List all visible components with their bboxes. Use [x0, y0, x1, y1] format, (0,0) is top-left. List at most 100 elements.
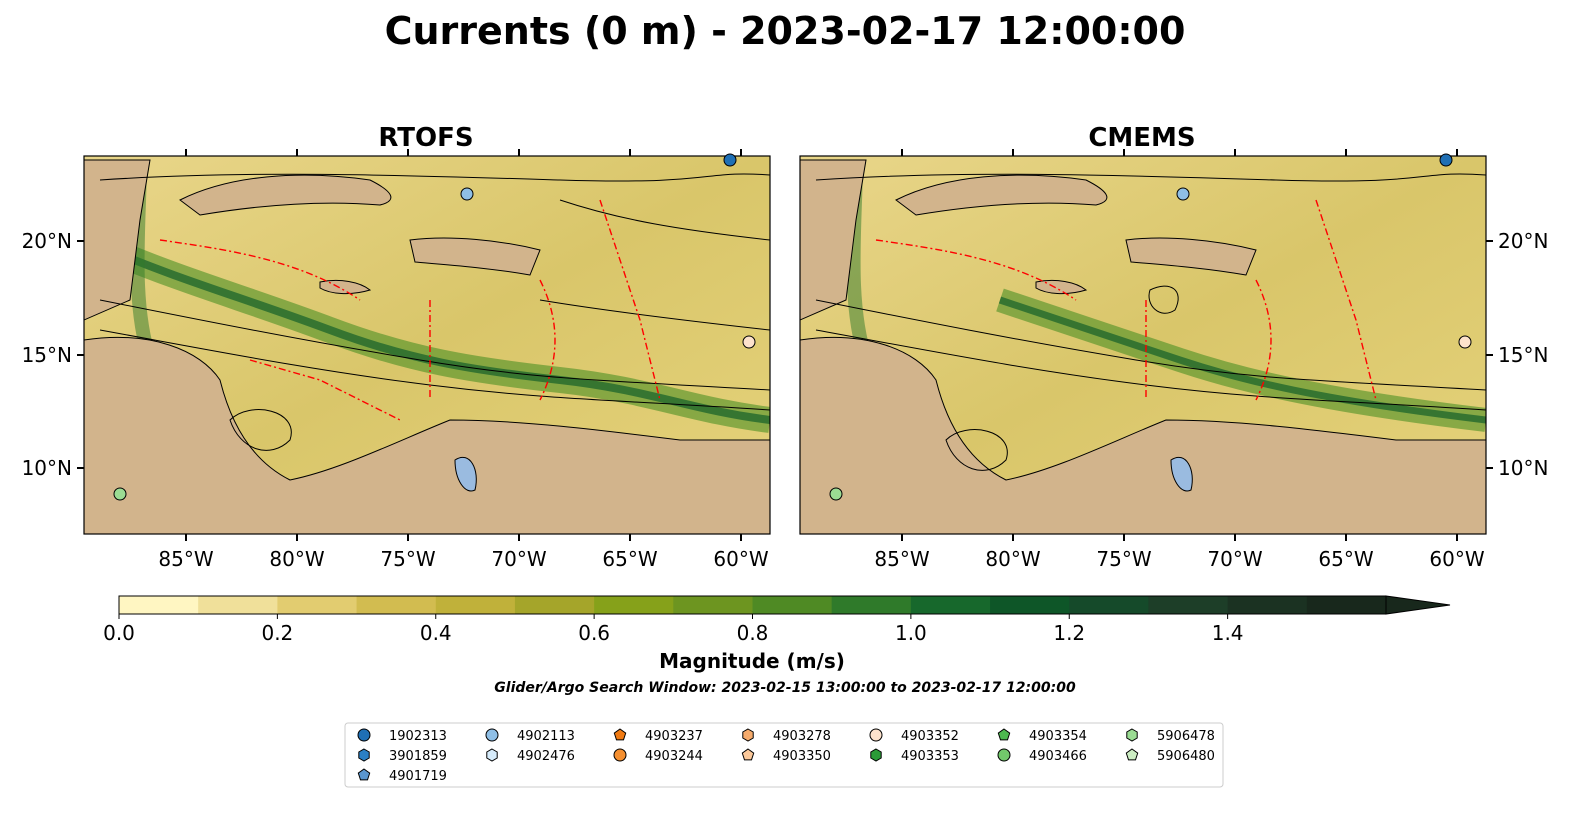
colorbar-segment — [514, 596, 595, 614]
lat-tick-label: 15°N — [22, 343, 72, 367]
lon-tick-label: 70°W — [491, 547, 546, 571]
colorbar-tick-label: 0.8 — [737, 621, 769, 645]
marker-1902313 — [1439, 153, 1453, 167]
map-panel-rtofs: RTOFS — [83, 123, 771, 535]
legend-label: 5906478 — [1157, 729, 1215, 744]
legend-label: 4903354 — [1029, 729, 1087, 744]
land-jamaica — [1035, 279, 1088, 295]
legend-label: 3901859 — [389, 749, 447, 764]
colorbar-extend-arrow — [1385, 595, 1451, 615]
legend-marker — [870, 748, 882, 762]
lat-tick-label: 15°N — [1498, 343, 1548, 367]
legend-marker — [742, 728, 754, 742]
legend-label: 4903466 — [1029, 749, 1087, 764]
land-jamaica — [319, 279, 372, 295]
colorbar-tick-label: 1.0 — [895, 621, 927, 645]
lon-tick-label: 75°W — [1096, 547, 1151, 571]
marker-4902113 — [1176, 187, 1190, 201]
colorbar-tick-label: 0.0 — [103, 621, 135, 645]
legend-label: 4903353 — [901, 749, 959, 764]
land-cuba — [179, 174, 392, 216]
land-yucatan — [800, 159, 867, 321]
panel-frame-rtofs — [83, 155, 771, 535]
legend: 1902313 3901859 4901719 4902113 4902476 49032… — [357, 728, 1215, 784]
colorbar-segment — [356, 596, 437, 614]
figure-title: Currents (0 m) - 2023-02-17 12:00:00 — [385, 9, 1186, 53]
current-core — [108, 246, 770, 424]
lon-tick-label: 85°W — [874, 547, 929, 571]
legend-marker — [357, 768, 371, 781]
colorbar-segment — [119, 596, 199, 614]
search-window-text: Glider/Argo Search Window: 2023-02-15 13… — [494, 680, 1076, 696]
marker-4903352 — [742, 335, 756, 349]
land-south-america — [800, 336, 1486, 534]
longitude-ticks: 85°W 80°W 75°W 70°W 65°W 60°W 85°W 80°W 75°W 70°W… — [158, 149, 1485, 571]
colorbar-segment — [752, 596, 833, 614]
colorbar-segment — [1069, 596, 1149, 614]
lat-tick-label: 10°N — [22, 456, 72, 480]
colorbar-segment — [1306, 596, 1387, 614]
legend-marker — [741, 748, 755, 761]
legend-label: 4903237 — [645, 729, 703, 744]
lat-tick-label: 20°N — [1498, 229, 1548, 253]
streamlines — [99, 173, 770, 451]
legend-label: 4903352 — [901, 729, 959, 744]
colorbar-tick-label: 0.2 — [261, 621, 293, 645]
land-south-america — [84, 336, 770, 534]
lon-tick-label: 80°W — [985, 547, 1040, 571]
legend-marker — [357, 728, 371, 742]
lake-maracaibo — [1170, 457, 1193, 492]
panel-title-cmems: CMEMS — [1088, 123, 1195, 153]
lon-tick-label: 65°W — [602, 547, 657, 571]
legend-label: 4902113 — [517, 729, 575, 744]
land-cuba — [895, 174, 1108, 216]
land-hispaniola — [409, 237, 541, 276]
eez-boundaries — [875, 199, 1377, 401]
legend-marker — [485, 728, 499, 742]
land-hispaniola — [1125, 237, 1257, 276]
colorbar-segment — [990, 596, 1070, 614]
colorbar-segment — [435, 596, 516, 614]
lon-tick-label: 70°W — [1207, 547, 1262, 571]
colorbar-label: Magnitude (m/s) — [659, 649, 845, 673]
legend-label: 5906480 — [1157, 749, 1215, 764]
lat-tick-label: 20°N — [22, 229, 72, 253]
land-yucatan — [84, 159, 151, 321]
colorbar: 0.0 0.2 0.4 0.6 0.8 1.0 1.2 1.4 — [103, 595, 1451, 645]
eez-boundaries — [159, 199, 661, 421]
panel-frame-cmems — [799, 155, 1487, 535]
legend-marker — [1125, 748, 1139, 761]
colorbar-segment — [910, 596, 991, 614]
colorbar-segment — [1148, 596, 1229, 614]
lon-tick-label: 60°W — [713, 547, 768, 571]
colorbar-segment — [198, 596, 278, 614]
legend-marker — [997, 728, 1011, 741]
latitude-ticks: 20°N 20°N 15°N 15°N 10°N 10°N — [22, 229, 1549, 480]
marker-5906478 — [829, 487, 843, 501]
lon-tick-label: 60°W — [1429, 547, 1484, 571]
legend-marker — [613, 728, 627, 741]
legend-marker — [997, 748, 1011, 762]
lon-tick-label: 75°W — [380, 547, 435, 571]
legend-label: 4903350 — [773, 749, 831, 764]
lat-tick-label: 10°N — [1498, 456, 1548, 480]
lake-maracaibo — [454, 457, 477, 492]
map-panel-cmems: CMEMS — [799, 123, 1487, 535]
lon-tick-label: 85°W — [158, 547, 213, 571]
legend-label: 1902313 — [389, 729, 447, 744]
legend-marker — [613, 748, 627, 762]
marker-1902313 — [723, 153, 737, 167]
colorbar-segment — [277, 596, 358, 614]
legend-marker — [486, 748, 498, 762]
colorbar-tick-label: 0.6 — [578, 621, 610, 645]
legend-label: 4902476 — [517, 749, 575, 764]
legend-label: 4901719 — [389, 769, 447, 784]
lon-tick-label: 80°W — [269, 547, 324, 571]
colorbar-tick-label: 1.2 — [1053, 621, 1085, 645]
colorbar-segment — [594, 596, 674, 614]
marker-5906478 — [113, 487, 127, 501]
colorbar-segment — [1227, 596, 1308, 614]
legend-marker — [869, 728, 883, 742]
legend-label: 4903244 — [645, 749, 703, 764]
